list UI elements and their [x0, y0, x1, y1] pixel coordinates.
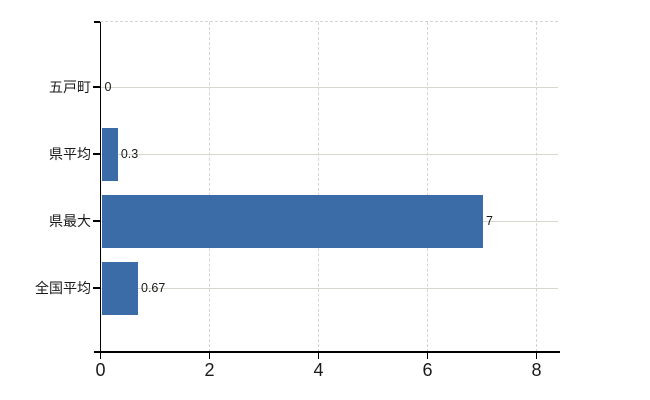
x-tick [535, 352, 538, 359]
x-axis-line [94, 351, 560, 353]
v-gridline [536, 22, 537, 352]
v-gridline [427, 22, 428, 352]
x-tick [208, 352, 211, 359]
v-gridline [318, 22, 319, 352]
category-gridline [101, 154, 558, 155]
category-label: 県平均 [49, 146, 91, 162]
bar-value-label: 0.3 [120, 147, 139, 161]
category-label: 全国平均 [35, 280, 91, 296]
bar-value-label: 0 [104, 80, 112, 94]
x-tick-label: 4 [313, 360, 324, 380]
bar-value-label: 7 [486, 214, 493, 228]
y-axis-top-cap [94, 21, 100, 23]
x-tick [99, 352, 102, 359]
y-axis-line [99, 22, 101, 353]
x-tick-label: 8 [531, 360, 542, 380]
bar[interactable] [101, 127, 118, 181]
category-tick [93, 153, 100, 155]
category-gridline [101, 87, 558, 88]
v-gridline [209, 22, 210, 352]
category-tick [93, 287, 100, 289]
x-tick-label: 0 [95, 360, 106, 380]
bar[interactable] [101, 194, 483, 248]
category-label: 県最大 [49, 213, 91, 229]
category-tick [93, 220, 100, 222]
bar-value-label: 0.67 [141, 281, 166, 295]
x-tick [317, 352, 320, 359]
x-tick-label: 2 [204, 360, 215, 380]
x-tick-label: 6 [422, 360, 433, 380]
x-tick [426, 352, 429, 359]
bar[interactable] [101, 261, 138, 315]
category-gridline [101, 288, 558, 289]
category-tick [93, 86, 100, 88]
category-label: 五戸町 [49, 79, 91, 95]
plot-top-border [100, 21, 558, 22]
